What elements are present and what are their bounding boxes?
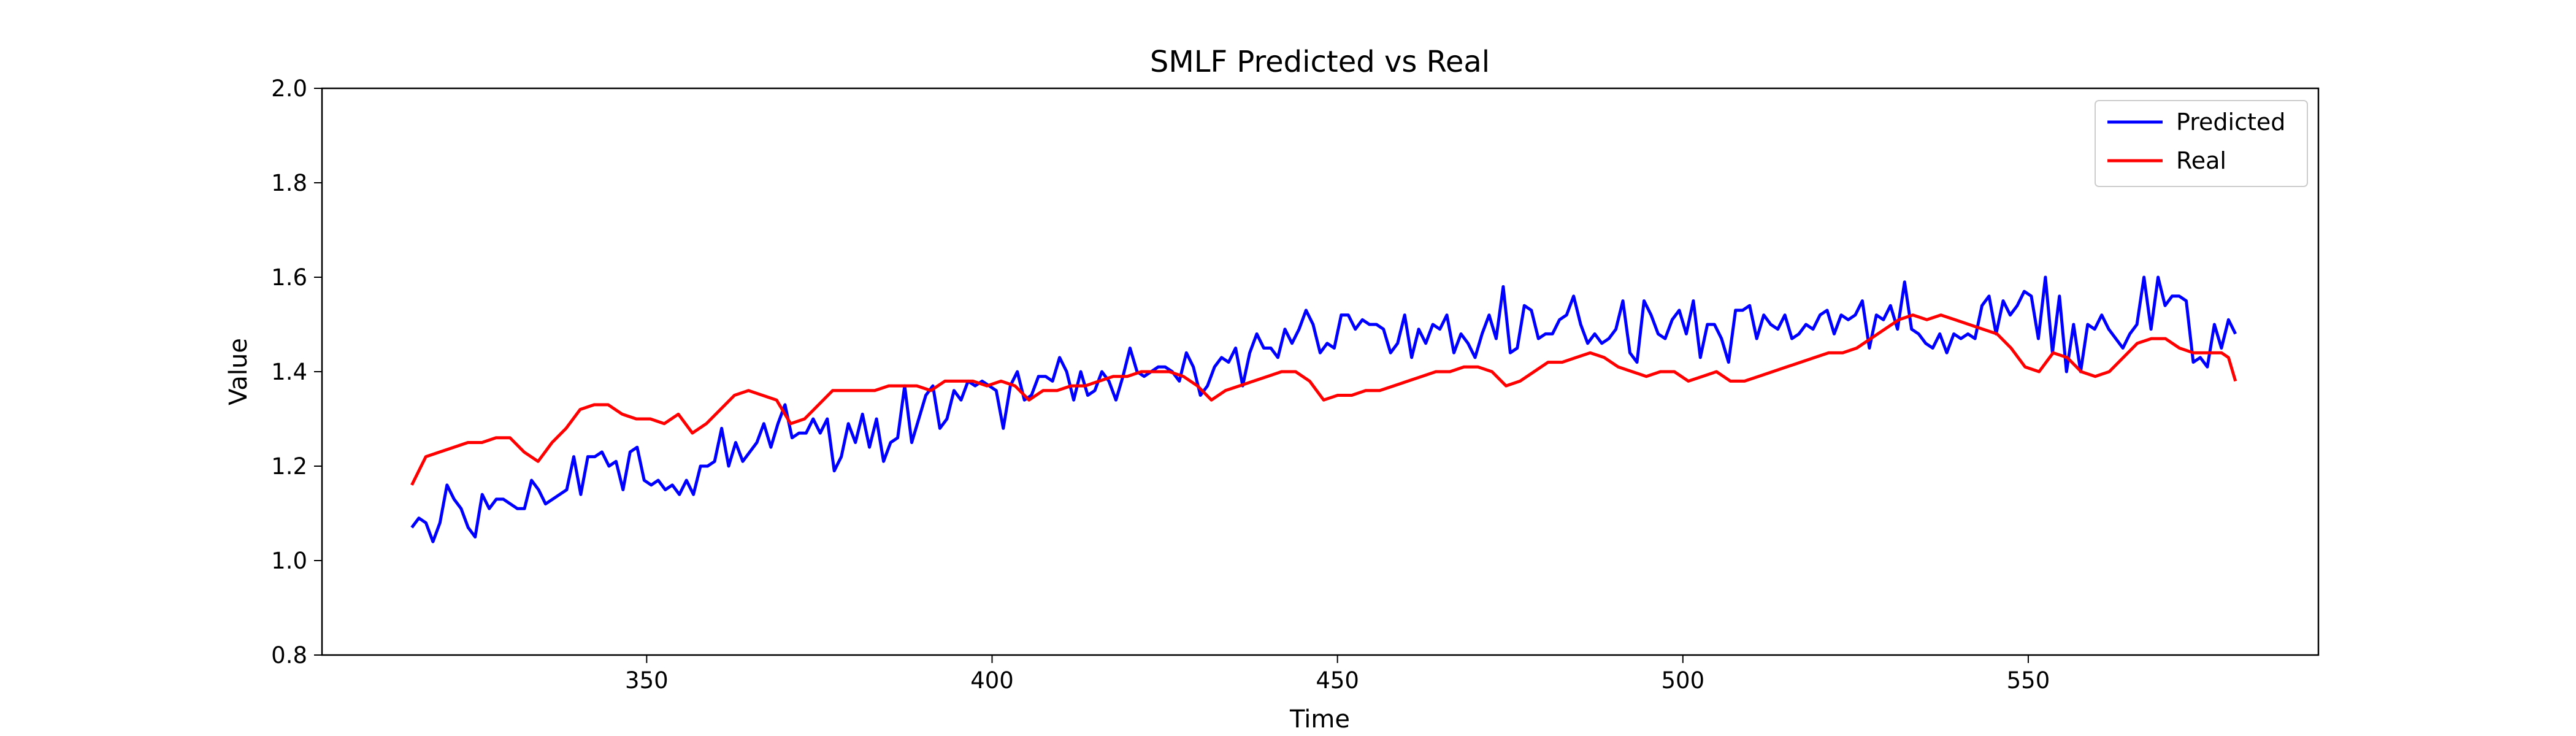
y-tick-label: 2.0 <box>271 75 307 102</box>
x-axis-ticks: 350 400 450 500 550 <box>625 655 2050 694</box>
y-tick-label: 1.0 <box>271 548 307 574</box>
chart-title: SMLF Predicted vs Real <box>1150 45 1490 79</box>
legend: Predicted Real <box>2095 100 2308 187</box>
series-lines <box>410 275 2237 543</box>
plot-area-frame <box>321 87 2320 656</box>
y-tick-label: 1.4 <box>271 359 307 385</box>
legend-label-predicted: Predicted <box>2176 109 2285 136</box>
y-axis-ticks: 0.8 1.0 1.2 1.4 1.6 1.8 2.0 <box>271 75 322 669</box>
y-tick-label: 0.8 <box>271 642 307 669</box>
y-tick-label: 1.8 <box>271 170 307 196</box>
series-line-predicted <box>410 275 2237 543</box>
y-tick-label: 1.6 <box>271 264 307 291</box>
x-tick-label: 450 <box>1316 667 1359 694</box>
x-tick-label: 550 <box>2007 667 2050 694</box>
x-axis-label: Time <box>1289 705 1350 734</box>
legend-label-real: Real <box>2176 147 2226 174</box>
y-tick-label: 1.2 <box>271 453 307 480</box>
x-tick-label: 400 <box>970 667 1014 694</box>
x-tick-label: 350 <box>625 667 669 694</box>
y-axis-label: Value <box>224 338 253 405</box>
series-line-real <box>410 313 2237 486</box>
x-tick-label: 500 <box>1661 667 1704 694</box>
